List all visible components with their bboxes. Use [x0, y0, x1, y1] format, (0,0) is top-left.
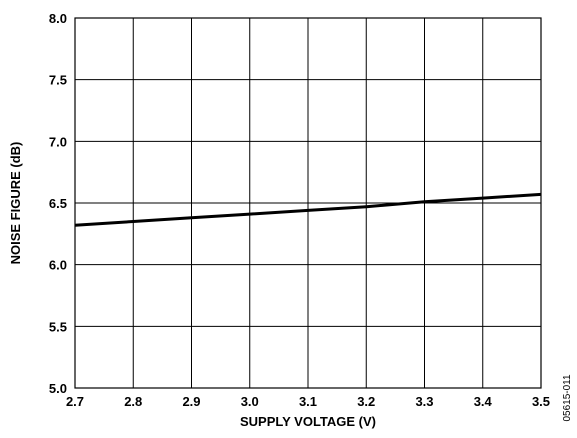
x-tick-labels: 2.7 2.8 2.9 3.0 3.1 3.2 3.3 3.4 3.5: [66, 394, 550, 409]
x-tick-label: 2.9: [182, 394, 200, 409]
x-tick-label: 3.1: [299, 394, 317, 409]
grid: [75, 18, 541, 388]
x-tick-label: 2.7: [66, 394, 84, 409]
y-tick-label: 5.5: [49, 319, 67, 334]
x-tick-label: 3.3: [415, 394, 433, 409]
x-tick-label: 3.5: [532, 394, 550, 409]
plot-area-frame: [74, 17, 542, 389]
x-tick-label: 3.4: [474, 394, 493, 409]
y-axis-title: NOISE FIGURE (dB): [8, 142, 23, 265]
series-lines: [74, 192, 542, 227]
series-line-0: [74, 192, 542, 227]
x-tick-label: 3.0: [241, 394, 259, 409]
figure-id-label: 05615-011: [562, 374, 573, 422]
y-tick-label: 8.0: [49, 11, 67, 26]
y-tick-label: 6.5: [49, 196, 67, 211]
y-tick-label: 7.0: [49, 134, 67, 149]
x-tick-label: 2.8: [124, 394, 142, 409]
y-tick-label: 7.5: [49, 73, 67, 88]
x-axis-title: SUPPLY VOLTAGE (V): [240, 414, 376, 429]
y-tick-label: 5.0: [49, 381, 67, 396]
y-tick-labels: 5.0 5.5 6.0 6.5 7.0 7.5 8.0: [49, 11, 67, 396]
x-tick-label: 3.2: [357, 394, 375, 409]
y-tick-label: 6.0: [49, 258, 67, 273]
